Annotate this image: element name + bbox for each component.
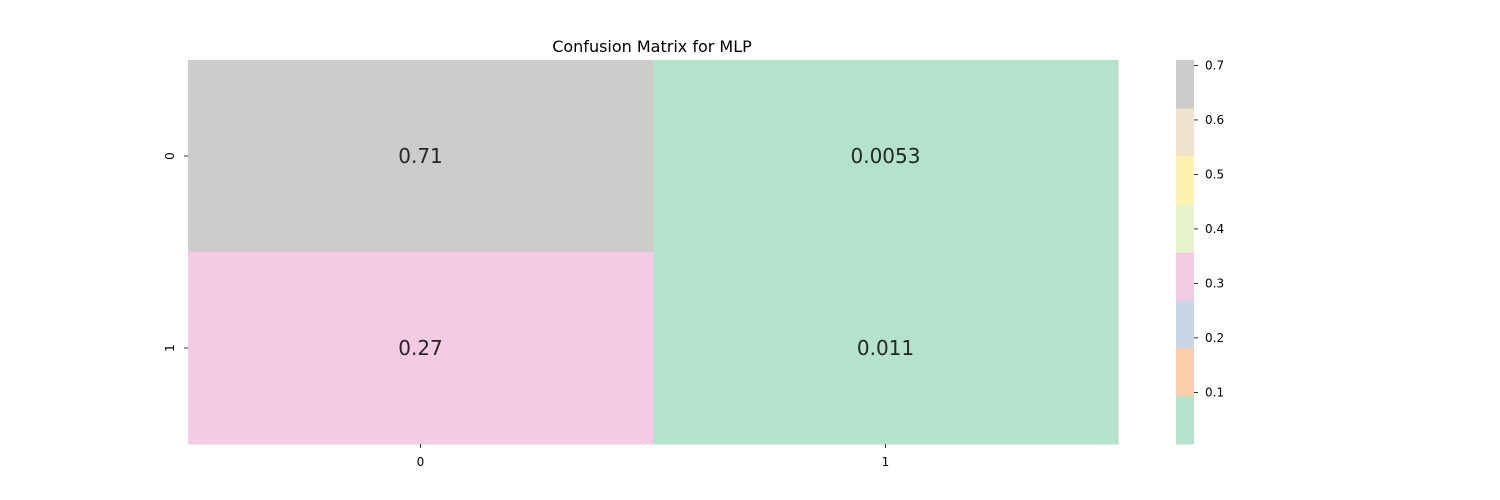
colorbar-tick-label-0: 0.1 — [1205, 385, 1224, 399]
cell-value-label-r0-c0: 0.71 — [398, 144, 443, 168]
colorbar-segment-5 — [1176, 156, 1194, 205]
cell-value-label-r1-c0: 0.27 — [398, 336, 443, 360]
colorbar-segment-1 — [1176, 348, 1194, 397]
heatmap-cells: 0.71 0.0053 0.27 0.011 — [188, 60, 1119, 445]
x-tick-label-0: 0 — [417, 455, 425, 469]
x-tick-label-1: 1 — [882, 455, 890, 469]
colorbar-tick-label-3: 0.4 — [1205, 222, 1224, 236]
colorbar: 0.1 0.2 0.3 0.4 0.5 0.6 0.7 — [1176, 58, 1224, 445]
colorbar-segment-6 — [1176, 108, 1194, 157]
colorbar-tick-label-6: 0.7 — [1205, 58, 1224, 72]
y-tick-label-0: 0 — [163, 152, 177, 160]
cell-value-label-r1-c1: 0.011 — [857, 336, 914, 360]
cell-value-label-r0-c1: 0.0053 — [851, 144, 921, 168]
heatmap-cell-r1-c1 — [653, 252, 1119, 445]
colorbar-tick-label-4: 0.5 — [1205, 167, 1224, 181]
colorbar-segment-4 — [1176, 204, 1194, 253]
y-tick-label-1: 1 — [163, 344, 177, 352]
colorbar-segment-7 — [1176, 60, 1194, 109]
heatmap-cell-r1-c0 — [188, 252, 654, 445]
colorbar-tick-label-2: 0.3 — [1205, 276, 1224, 290]
y-axis: 01 — [163, 152, 188, 352]
colorbar-segment-2 — [1176, 300, 1194, 349]
colorbar-segment-3 — [1176, 252, 1194, 301]
colorbar-tick-label-1: 0.2 — [1205, 331, 1224, 345]
heatmap-cell-r0-c0 — [188, 60, 654, 253]
chart-title: Confusion Matrix for MLP — [552, 37, 752, 56]
colorbar-segment-0 — [1176, 396, 1194, 445]
colorbar-tick-label-5: 0.6 — [1205, 113, 1224, 127]
heatmap-cell-r0-c1 — [653, 60, 1119, 253]
